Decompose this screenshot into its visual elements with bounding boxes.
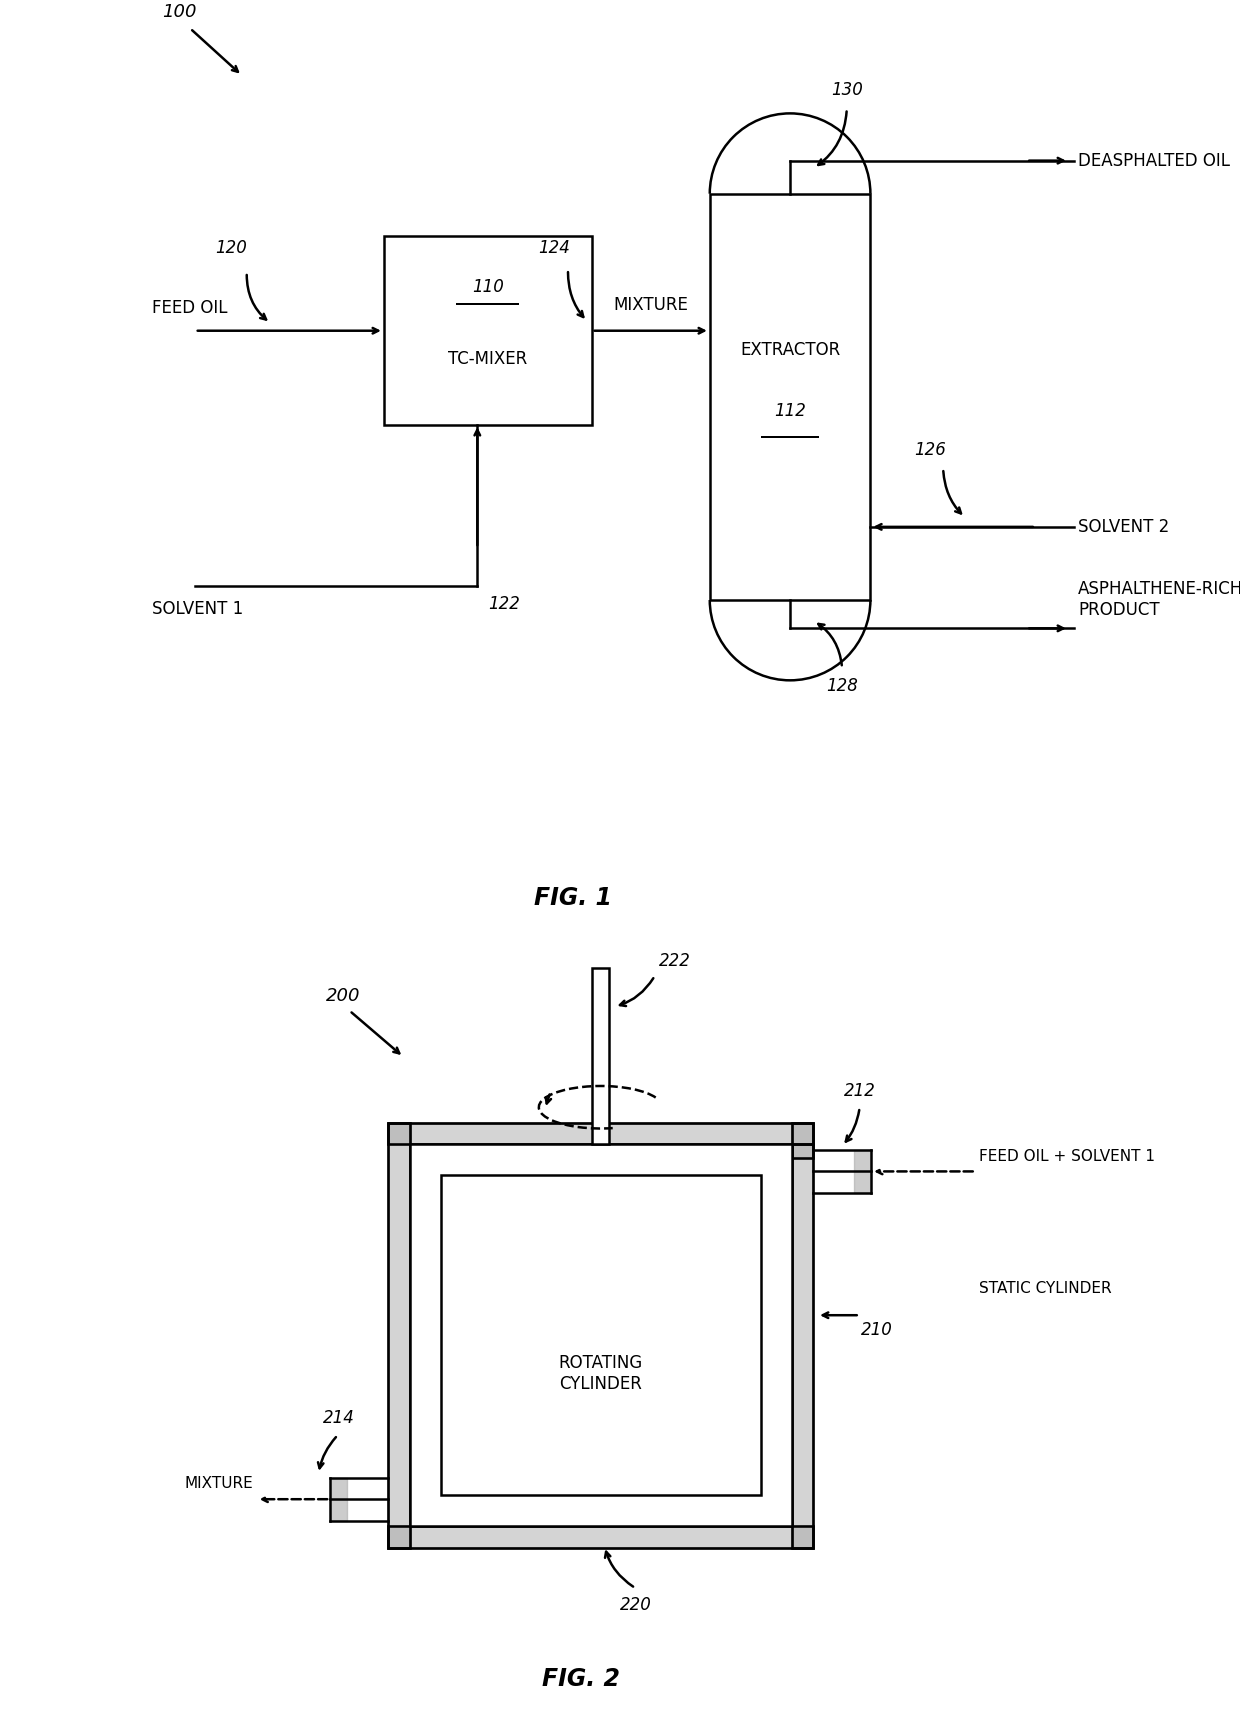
Text: r2: r2	[687, 1309, 704, 1328]
Bar	[440, 1175, 760, 1495]
Text: 128: 128	[826, 677, 858, 696]
Text: MIXTURE: MIXTURE	[614, 295, 688, 314]
Text: 122: 122	[489, 596, 521, 613]
Bar	[388, 1124, 813, 1144]
Bar	[388, 1526, 813, 1548]
Text: 200: 200	[326, 986, 361, 1005]
Text: 100: 100	[161, 3, 196, 21]
Text: SOLVENT 1: SOLVENT 1	[153, 600, 243, 618]
Text: 222: 222	[658, 952, 691, 969]
Text: TC-MIXER: TC-MIXER	[448, 350, 527, 368]
Bar	[791, 1124, 813, 1158]
Text: ROTATING
CYLINDER: ROTATING CYLINDER	[558, 1354, 642, 1393]
Text: EXTRACTOR: EXTRACTOR	[740, 340, 841, 359]
Text: 130: 130	[831, 81, 863, 100]
Text: FIG. 2: FIG. 2	[542, 1668, 620, 1691]
Text: 210: 210	[862, 1321, 893, 1338]
Text: SOLVENT 2: SOLVENT 2	[1079, 517, 1169, 536]
Text: DEASPHALTED OIL: DEASPHALTED OIL	[1079, 151, 1230, 170]
Text: FIG. 1: FIG. 1	[533, 886, 611, 909]
Text: 220: 220	[620, 1596, 651, 1613]
Text: 214: 214	[324, 1409, 356, 1428]
Text: 120: 120	[215, 239, 247, 258]
Bar	[388, 1124, 409, 1548]
Bar	[593, 969, 609, 1144]
Bar	[709, 194, 870, 600]
Bar	[791, 1124, 813, 1158]
Bar	[388, 1124, 409, 1548]
Text: STATIC CYLINDER: STATIC CYLINDER	[980, 1280, 1112, 1295]
Bar	[383, 235, 591, 424]
Bar	[409, 1144, 791, 1526]
Text: FEED OIL + SOLVENT 1: FEED OIL + SOLVENT 1	[980, 1149, 1156, 1163]
Text: ASPHALTHENE-RICH
PRODUCT: ASPHALTHENE-RICH PRODUCT	[1079, 581, 1240, 618]
Text: 212: 212	[843, 1082, 875, 1100]
Text: 126: 126	[914, 442, 946, 459]
Text: 112: 112	[774, 402, 806, 419]
Bar	[791, 1144, 813, 1548]
Text: 110: 110	[471, 278, 503, 295]
Bar	[388, 1124, 813, 1144]
Text: 124: 124	[538, 239, 570, 258]
Text: r1: r1	[663, 1261, 682, 1280]
Text: FEED OIL: FEED OIL	[153, 299, 228, 316]
Bar	[388, 1526, 813, 1548]
Bar	[791, 1144, 813, 1548]
Text: MIXTURE: MIXTURE	[184, 1476, 253, 1491]
